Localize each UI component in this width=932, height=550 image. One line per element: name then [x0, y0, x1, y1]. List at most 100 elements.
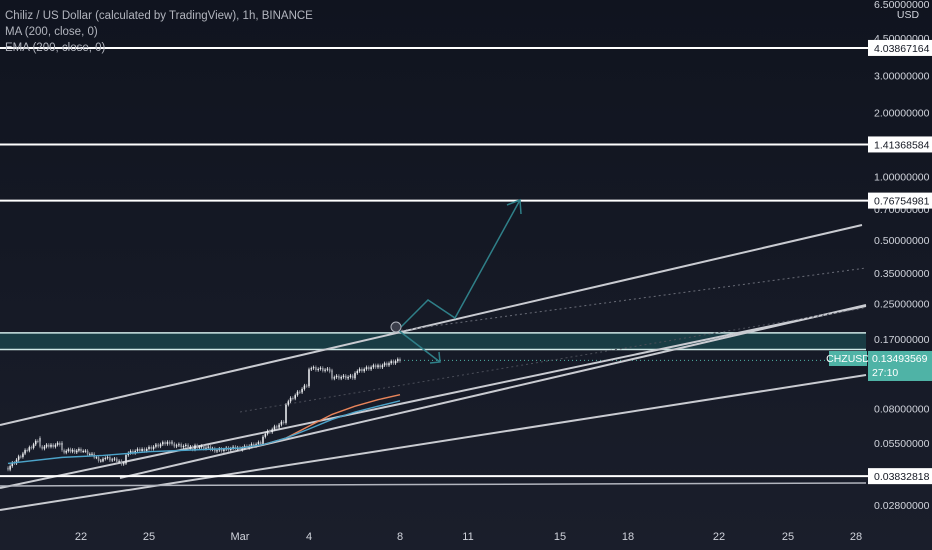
candle-body[interactable] [312, 367, 315, 369]
candle-body[interactable] [377, 365, 379, 368]
candle-body[interactable] [253, 444, 255, 447]
candle-body[interactable] [198, 447, 201, 449]
candle-body[interactable] [358, 369, 361, 372]
candle-body[interactable] [84, 450, 87, 452]
candle-body[interactable] [207, 446, 209, 448]
candle-body[interactable] [52, 444, 54, 447]
candle-body[interactable] [187, 444, 189, 448]
horizontal-levels[interactable] [0, 46, 868, 478]
trendline-dotted[interactable] [395, 267, 867, 332]
candle-body[interactable] [392, 361, 395, 364]
candle-body[interactable] [349, 375, 352, 377]
candle-body[interactable] [303, 385, 306, 389]
candle-body[interactable] [173, 443, 176, 447]
candle-body[interactable] [145, 449, 148, 452]
candle-body[interactable] [134, 450, 136, 454]
candle-body[interactable] [106, 457, 109, 459]
candle-body[interactable] [269, 431, 271, 433]
marker-layer[interactable] [390, 321, 402, 333]
candle-body[interactable] [354, 373, 356, 377]
candle-body[interactable] [241, 447, 244, 450]
candle-body[interactable] [152, 446, 155, 449]
candle-body[interactable] [379, 365, 381, 368]
candles[interactable] [7, 357, 401, 472]
candle-body[interactable] [104, 457, 107, 459]
candle-body[interactable] [28, 447, 31, 451]
candle-body[interactable] [39, 438, 41, 447]
candle-body[interactable] [230, 448, 232, 451]
candle-body[interactable] [370, 367, 372, 370]
candle-body[interactable] [374, 365, 377, 368]
candle-body[interactable] [266, 431, 269, 434]
projection-arrows[interactable] [397, 198, 522, 364]
candle-body[interactable] [136, 448, 139, 451]
candle-body[interactable] [143, 448, 146, 452]
candle-body[interactable] [356, 371, 359, 374]
candle-body[interactable] [324, 369, 326, 371]
candle-body[interactable] [182, 445, 185, 448]
candle-body[interactable] [56, 442, 59, 445]
candle-body[interactable] [141, 448, 143, 452]
candle-body[interactable] [11, 462, 14, 467]
candle-body[interactable] [168, 441, 171, 444]
candle-body[interactable] [333, 377, 336, 379]
candle-body[interactable] [363, 369, 365, 372]
candle-body[interactable] [45, 444, 48, 447]
candle-body[interactable] [139, 448, 141, 452]
candle-body[interactable] [65, 450, 68, 453]
candle-body[interactable] [166, 441, 169, 445]
candle-body[interactable] [271, 429, 273, 433]
candle-body[interactable] [113, 458, 116, 460]
legend-ema[interactable]: EMA (200, close, 0) [5, 42, 106, 54]
candle-body[interactable] [322, 367, 324, 371]
candle-body[interactable] [383, 363, 386, 366]
candle-body[interactable] [97, 457, 100, 461]
candle-body[interactable] [78, 448, 80, 451]
candle-body[interactable] [171, 441, 173, 444]
candle-body[interactable] [326, 368, 329, 370]
candle-body[interactable] [178, 444, 180, 446]
candle-body[interactable] [340, 377, 342, 379]
candle-body[interactable] [205, 447, 207, 449]
candle-body[interactable] [328, 368, 331, 372]
candle-body[interactable] [296, 391, 299, 396]
candle-body[interactable] [285, 404, 287, 421]
candle-body[interactable] [69, 449, 72, 452]
candle-body[interactable] [259, 442, 262, 445]
candle-body[interactable] [7, 467, 9, 470]
candle-body[interactable] [386, 363, 388, 366]
candle-body[interactable] [194, 445, 196, 449]
candle-body[interactable] [191, 446, 194, 450]
candle-body[interactable] [41, 446, 43, 449]
projection-arrow-down-head[interactable] [429, 351, 441, 364]
candle-body[interactable] [89, 454, 91, 456]
time-axis[interactable]: 22 25 Mar 4 8 11 15 18 22 25 28 [75, 531, 862, 543]
candle-body[interactable] [338, 375, 340, 379]
candle-body[interactable] [111, 459, 113, 461]
candle-body[interactable] [71, 449, 74, 452]
candle-body[interactable] [319, 367, 322, 369]
candle-body[interactable] [54, 444, 57, 447]
candle-body[interactable] [381, 365, 384, 368]
candle-body[interactable] [132, 450, 134, 454]
candle-body[interactable] [273, 426, 276, 430]
candle-body[interactable] [24, 450, 26, 454]
candle-body[interactable] [122, 463, 125, 465]
candle-body[interactable] [30, 447, 33, 449]
candle-body[interactable] [292, 397, 294, 399]
candle-body[interactable] [73, 449, 76, 453]
trendline[interactable] [0, 224, 863, 426]
candle-body[interactable] [200, 445, 203, 448]
candle-body[interactable] [150, 446, 153, 449]
candle-body[interactable] [399, 359, 401, 362]
candle-body[interactable] [67, 449, 70, 451]
candle-body[interactable] [34, 440, 37, 445]
trendline-dotted[interactable] [239, 307, 867, 413]
candle-body[interactable] [280, 421, 283, 425]
candle-body[interactable] [388, 363, 390, 366]
ema-line[interactable] [7, 400, 401, 465]
candle-body[interactable] [347, 376, 349, 379]
candle-body[interactable] [365, 367, 368, 370]
candle-body[interactable] [37, 440, 39, 442]
